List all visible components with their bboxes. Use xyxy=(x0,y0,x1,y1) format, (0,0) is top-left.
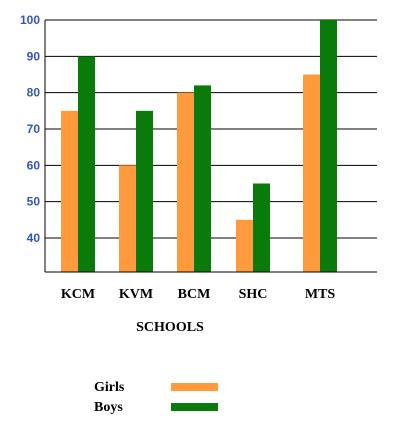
bar-girls-kvm xyxy=(119,165,136,272)
y-tick-label: 90 xyxy=(27,49,41,63)
bar-boys-kvm xyxy=(136,110,153,272)
legend-swatch-girls xyxy=(171,383,218,391)
bar-girls-mts xyxy=(303,74,320,272)
y-tick-label: 100 xyxy=(20,13,40,27)
bar-girls-bcm xyxy=(177,92,194,273)
y-tick-labels: 40 50 60 70 80 90 100 xyxy=(20,13,40,245)
legend-label-girls: Girls xyxy=(94,380,125,395)
bar-boys-bcm xyxy=(194,85,211,273)
x-axis-title: SCHOOLS xyxy=(136,320,204,335)
x-tick-label-kvm: KVM xyxy=(119,287,153,302)
bar-girls-kcm xyxy=(61,110,78,272)
y-tick-label: 40 xyxy=(27,231,41,245)
bar-boys-mts xyxy=(320,20,337,272)
x-tick-label-kcm: KCM xyxy=(61,287,95,302)
x-tick-label-shc: SHC xyxy=(239,287,268,302)
y-tick-label: 80 xyxy=(27,86,41,100)
bar-boys-shc xyxy=(253,183,270,272)
x-tick-labels: KCM KVM BCM SHC MTS xyxy=(61,287,335,302)
x-tick-label-bcm: BCM xyxy=(178,287,211,302)
legend: Girls Boys xyxy=(94,380,218,415)
legend-swatch-boys xyxy=(171,403,218,411)
axes xyxy=(44,20,377,273)
bar-girls-shc xyxy=(236,219,253,272)
y-tick-label: 60 xyxy=(27,158,41,172)
y-tick-label: 50 xyxy=(27,195,41,209)
bar-boys-kcm xyxy=(78,56,95,273)
y-tick-label: 70 xyxy=(27,122,41,136)
x-tick-label-mts: MTS xyxy=(305,287,336,302)
bars xyxy=(61,20,337,273)
legend-label-boys: Boys xyxy=(94,400,123,415)
